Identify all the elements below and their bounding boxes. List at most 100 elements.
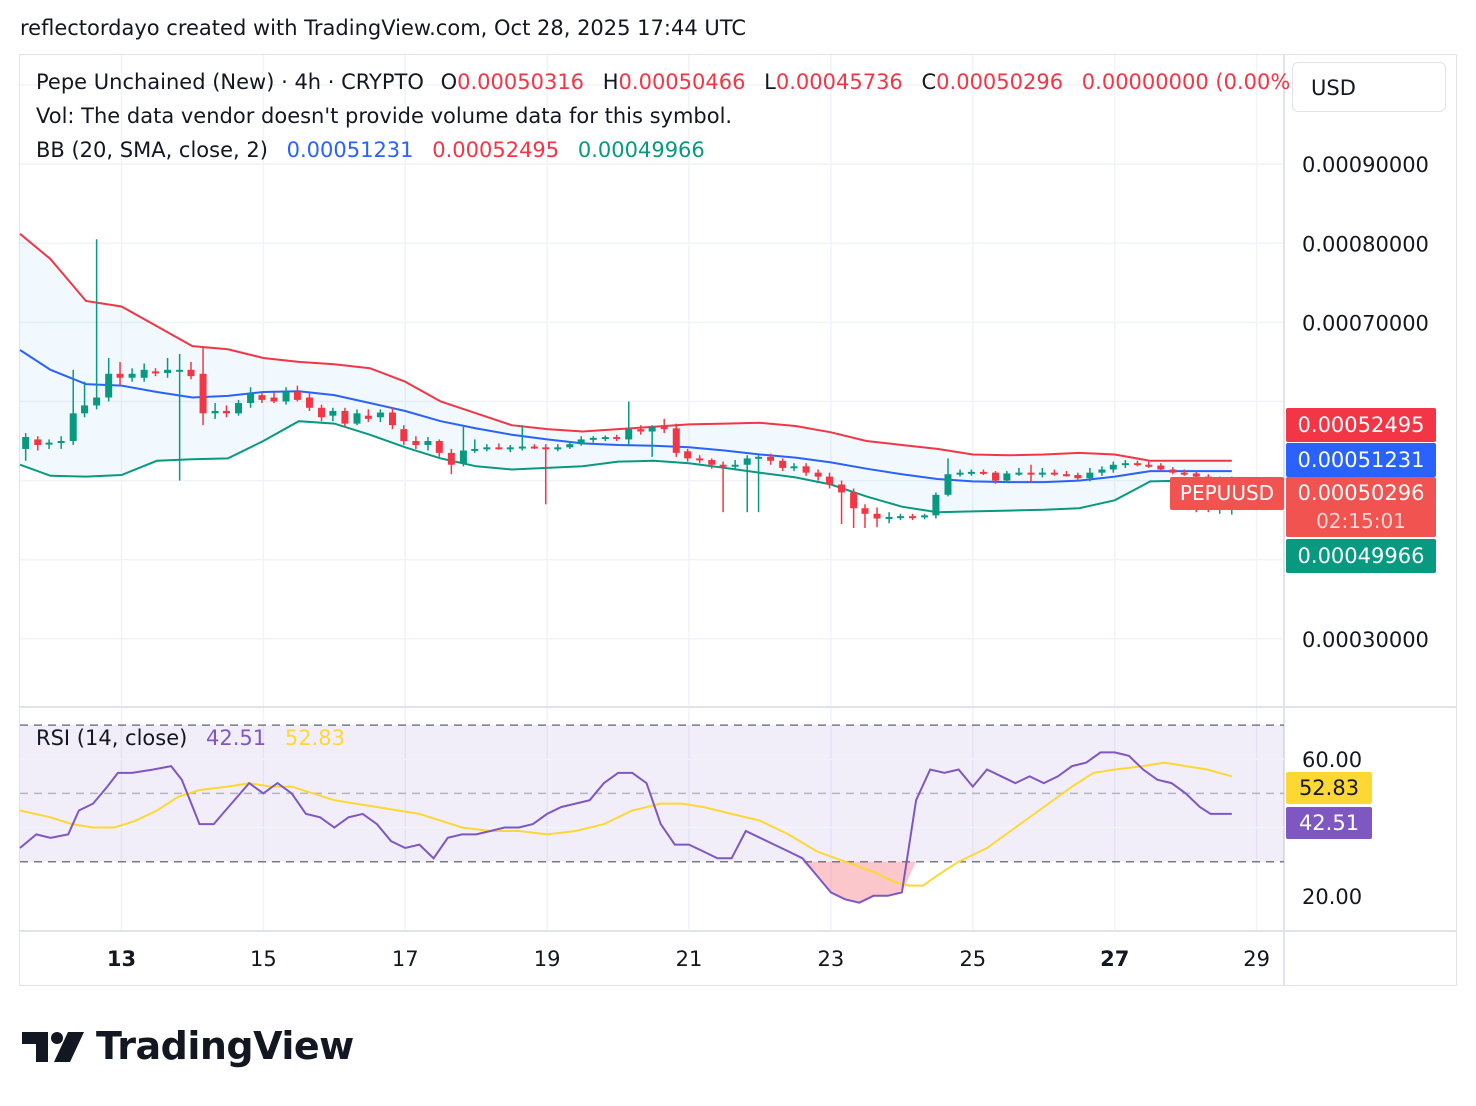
candle-body	[767, 456, 775, 461]
last-price-value: 0.00050296	[1297, 481, 1425, 505]
candle-body	[1157, 465, 1165, 470]
candle	[22, 433, 30, 461]
candle-body	[577, 439, 585, 445]
candle-body	[187, 369, 195, 377]
candle	[625, 401, 633, 445]
candle	[708, 458, 716, 469]
candle	[1169, 467, 1177, 475]
rsi-ma-line	[19, 761, 1233, 887]
candle	[1062, 471, 1070, 477]
candle	[412, 436, 420, 449]
candle-body	[530, 446, 538, 449]
rsi-line	[19, 751, 1232, 904]
candle	[932, 492, 940, 519]
currency-button[interactable]: USD	[1292, 62, 1446, 112]
candle-body	[1062, 474, 1070, 477]
candle-body	[400, 429, 408, 442]
candle-body	[1169, 469, 1177, 473]
candle-body	[34, 439, 42, 445]
rsi-axis-label: 20.00	[1302, 885, 1362, 909]
candle-body	[128, 373, 136, 378]
open-value: 0.00050316	[457, 70, 585, 94]
open-label: O	[440, 70, 458, 94]
bb-lower-line	[19, 420, 1232, 514]
candle	[435, 439, 443, 457]
tradingview-logo-icon	[22, 1032, 84, 1062]
candle-body	[305, 397, 313, 408]
bb-lower-value: 0.00049966	[577, 138, 705, 162]
candle-body	[152, 371, 160, 374]
candle	[81, 381, 89, 418]
rsi-pane	[19, 724, 1284, 904]
candle-body	[719, 464, 727, 467]
bb-basis-price-tag: 0.00051231	[1286, 443, 1436, 477]
candle	[388, 407, 396, 430]
candle	[164, 357, 172, 378]
candle-body	[388, 412, 396, 426]
candle-body	[779, 460, 787, 468]
candle-body	[376, 412, 384, 418]
candle	[293, 385, 301, 402]
candle-body	[1038, 472, 1046, 475]
candle	[755, 455, 763, 513]
candle-body	[1109, 464, 1117, 470]
candle-body	[293, 391, 301, 400]
candle-body	[790, 466, 798, 469]
candle-body	[979, 471, 987, 474]
candle	[57, 436, 65, 449]
candle-body	[896, 516, 904, 519]
rsi-oversold-fill	[859, 861, 874, 903]
candle-body	[435, 441, 443, 453]
tradingview-logo[interactable]: TradingView	[22, 1024, 354, 1068]
candle	[45, 439, 53, 449]
candle-body	[495, 447, 503, 450]
candle-body	[1121, 463, 1129, 466]
candle	[1003, 471, 1011, 483]
candle	[743, 455, 751, 513]
candle-body	[412, 441, 420, 445]
candle-body	[235, 403, 243, 414]
bb-legend: BB (20, SMA, close, 2) 0.00051231 0.0005…	[36, 138, 709, 162]
candle-body	[885, 516, 893, 519]
candle	[1180, 469, 1188, 476]
candle-body	[1003, 473, 1011, 481]
candle-body	[247, 393, 255, 404]
bb-label[interactable]: BB (20, SMA, close, 2)	[36, 138, 268, 162]
symbol-title[interactable]: Pepe Unchained (New) · 4h · CRYPTO	[36, 70, 424, 94]
candle-body	[542, 447, 550, 450]
bb-upper-line	[19, 233, 1232, 462]
candle	[211, 403, 219, 419]
candle	[838, 480, 846, 525]
candle	[329, 407, 337, 422]
candle	[1074, 472, 1082, 481]
rsi-tag: 42.51	[1286, 807, 1372, 839]
candle	[696, 455, 704, 464]
ohlc-legend: Pepe Unchained (New) · 4h · CRYPTO O0.00…	[36, 70, 1303, 94]
candle-body	[211, 410, 219, 414]
candle	[258, 391, 266, 404]
volume-note: Vol: The data vendor doesn't provide vol…	[36, 104, 733, 128]
candle-body	[1145, 464, 1153, 467]
candle-body	[838, 484, 846, 493]
candle-body	[708, 459, 716, 465]
candle	[601, 435, 609, 442]
bb-basis-line	[19, 349, 1232, 484]
candle-body	[199, 373, 207, 414]
candle-body	[554, 447, 562, 450]
rsi-label[interactable]: RSI (14, close)	[36, 726, 188, 750]
candle-body	[873, 513, 881, 519]
candle-body	[613, 437, 621, 440]
candle-body	[329, 410, 337, 416]
candle-body	[1015, 472, 1023, 475]
candle	[956, 469, 964, 477]
low-value: 0.00045736	[775, 70, 903, 94]
time-axis-label: 29	[1243, 947, 1270, 971]
candle-body	[447, 452, 455, 465]
candle-body	[826, 476, 834, 485]
candle	[779, 458, 787, 472]
price-axis-label: 0.00090000	[1302, 153, 1429, 177]
candle	[1133, 460, 1141, 467]
candle	[660, 418, 668, 434]
candle	[731, 459, 739, 469]
